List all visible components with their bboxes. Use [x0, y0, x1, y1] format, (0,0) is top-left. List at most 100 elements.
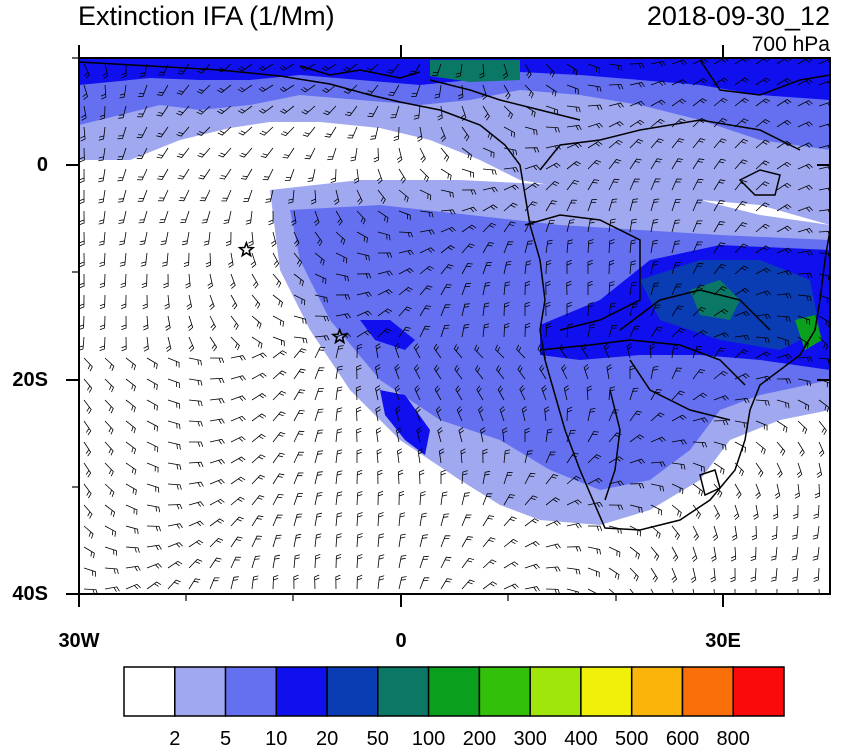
wind-barb: [812, 546, 820, 561]
wind-barb: [713, 332, 729, 338]
wind-barb: [713, 97, 728, 107]
x-label-30e: 30E: [705, 630, 741, 652]
wind-barb: [322, 84, 337, 93]
wind-barb: [566, 475, 581, 485]
wind-barb: [375, 343, 381, 359]
wind-barb: [545, 220, 555, 233]
wind-barb: [393, 126, 400, 141]
wind-barb: [482, 186, 498, 193]
wind-barb: [251, 474, 265, 485]
wind-barb: [713, 77, 729, 86]
wind-barb: [209, 418, 225, 425]
wind-barb: [671, 546, 679, 562]
wind-barb: [293, 472, 304, 485]
wind-barb: [629, 567, 639, 582]
wind-barb: [188, 357, 202, 366]
wind-barb: [692, 329, 708, 338]
wind-barb: [503, 538, 518, 548]
wind-barb: [479, 63, 485, 79]
wind-barb: [539, 364, 547, 380]
wind-barb: [608, 480, 624, 486]
colorbar: [123, 666, 785, 717]
wind-barb: [797, 121, 813, 128]
wind-barb: [314, 492, 323, 506]
wind-barb: [419, 512, 427, 527]
wind-barb: [545, 566, 561, 572]
wind-barb: [671, 504, 682, 518]
wind-barb: [482, 222, 497, 233]
wind-barb: [230, 355, 246, 361]
wind-barb: [356, 574, 363, 590]
wind-barb: [398, 168, 406, 184]
wind-barb: [419, 147, 426, 163]
wind-barb: [455, 385, 463, 401]
wind-barb: [608, 178, 620, 191]
wind-barb: [373, 147, 379, 163]
wind-barb: [356, 448, 362, 463]
wind-barb: [356, 512, 363, 527]
wind-barb: [272, 473, 285, 485]
coastlines: [79, 59, 830, 531]
wind-barb: [692, 392, 708, 401]
wind-barb: [251, 555, 261, 569]
wind-barb: [251, 433, 266, 443]
wind-barb: [119, 84, 127, 99]
wind-barb: [376, 448, 382, 464]
wind-barb: [104, 399, 114, 414]
wind-barb: [751, 525, 757, 541]
wind-barb: [461, 262, 473, 275]
wind-barb: [251, 535, 263, 548]
wind-barb: [335, 512, 343, 527]
wind-barb: [734, 138, 749, 149]
wind-barb: [99, 252, 106, 267]
wind-barb: [629, 483, 645, 489]
wind-barb: [734, 243, 748, 254]
wind-barb: [161, 252, 169, 267]
wind-barb: [797, 441, 805, 457]
wind-barb: [524, 301, 530, 316]
wind-barb: [157, 84, 169, 96]
wind-barb: [566, 239, 574, 254]
wind-barb: [776, 182, 792, 191]
wind-barb: [321, 63, 337, 72]
wind-barb: [713, 58, 729, 65]
wind-barb: [629, 434, 645, 443]
wind-barb: [80, 126, 86, 142]
wind-barb: [104, 420, 114, 435]
wind-barb: [671, 138, 685, 149]
wind-barb: [608, 324, 618, 338]
colorbar-label: 300: [513, 728, 547, 750]
wind-barb: [524, 240, 533, 254]
wind-barb: [118, 105, 127, 119]
wind-barb: [776, 293, 792, 299]
wind-barb: [587, 239, 594, 254]
wind-barb: [398, 286, 413, 296]
wind-barb: [398, 306, 412, 317]
wind-barb: [545, 428, 553, 443]
wind-barb: [713, 395, 729, 401]
wind-barb: [290, 210, 297, 226]
wind-barb: [734, 287, 750, 296]
wind-barb: [545, 451, 556, 464]
wind-barb: [629, 119, 645, 128]
wind-barb: [503, 84, 511, 100]
wind-barb: [262, 168, 274, 181]
wind-barb: [521, 406, 528, 422]
wind-barb: [251, 372, 267, 380]
wind-barb: [99, 294, 106, 310]
wind-barb: [503, 561, 519, 569]
wind-barb: [813, 567, 820, 582]
wind-barb: [125, 378, 136, 392]
colorbar-swatch: [681, 666, 735, 717]
wind-barb: [503, 281, 511, 296]
wind-barb: [545, 543, 561, 550]
wind-barb: [398, 533, 406, 548]
wind-barb: [99, 273, 106, 288]
wind-barb: [461, 492, 470, 506]
wind-barb: [524, 518, 540, 527]
wind-barb: [251, 495, 265, 506]
wind-barb: [440, 189, 454, 198]
wind-barb: [566, 406, 573, 422]
wind-barb: [458, 84, 464, 100]
wind-barb: [104, 546, 118, 556]
